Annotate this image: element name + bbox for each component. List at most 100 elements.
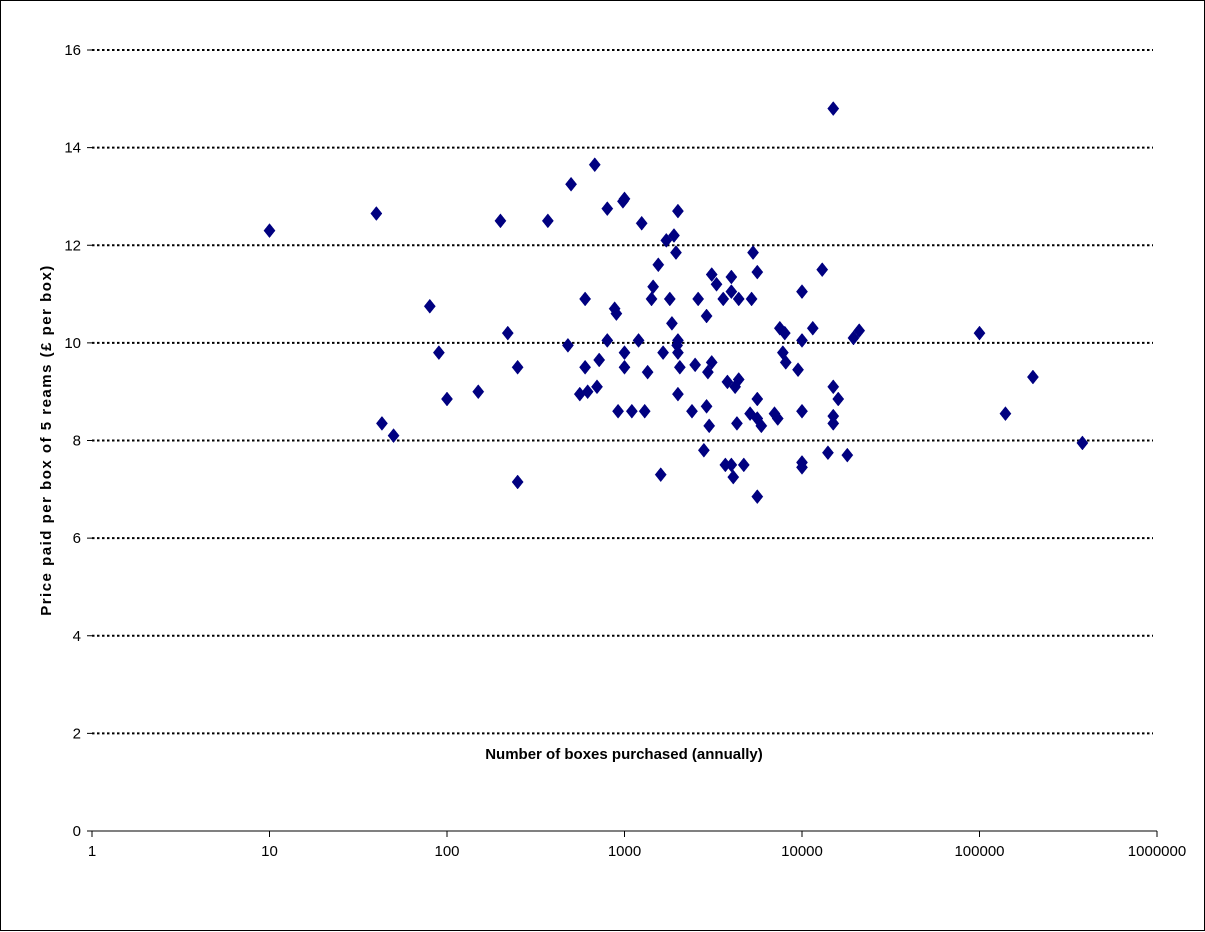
data-point <box>657 345 670 361</box>
data-point <box>625 403 638 419</box>
data-point <box>601 201 614 217</box>
data-point <box>731 416 743 431</box>
data-point <box>692 291 705 307</box>
data-point <box>387 428 400 444</box>
data-point <box>641 364 654 380</box>
data-point <box>673 359 686 375</box>
data-point <box>689 357 702 373</box>
data-point <box>376 416 388 431</box>
y-tick-label: 16 <box>64 42 81 59</box>
data-point <box>654 467 667 483</box>
data-point <box>847 330 860 346</box>
x-tick-label: 1000000 <box>1128 843 1186 860</box>
data-point <box>370 206 383 221</box>
data-point <box>703 418 716 434</box>
data-point <box>725 269 738 285</box>
y-tick-label: 12 <box>64 237 81 254</box>
data-point <box>732 372 745 387</box>
data-point <box>751 489 764 505</box>
data-point <box>441 391 453 407</box>
data-point <box>612 403 624 419</box>
data-point <box>645 291 658 307</box>
data-point <box>668 228 680 243</box>
y-tick-label: 6 <box>73 530 81 547</box>
data-point <box>1076 435 1089 451</box>
data-point <box>778 325 791 341</box>
data-point <box>562 337 574 353</box>
data-point <box>591 379 603 395</box>
data-point <box>579 291 592 307</box>
data-point <box>822 445 834 461</box>
data-point <box>672 203 684 219</box>
data-point <box>601 333 614 348</box>
data-point <box>717 291 730 307</box>
data-point <box>744 406 757 422</box>
data-point <box>663 291 676 307</box>
data-point <box>827 379 840 395</box>
data-point <box>751 264 764 280</box>
gridlines <box>92 49 1153 735</box>
y-tick-label: 10 <box>64 335 81 352</box>
data-point <box>647 279 660 295</box>
data-point <box>652 257 665 273</box>
data-point <box>725 284 738 300</box>
data-point <box>853 323 866 339</box>
data-point <box>973 325 986 341</box>
data-point <box>727 469 740 485</box>
data-point <box>827 101 840 116</box>
data-point <box>705 354 718 370</box>
axes <box>87 49 1158 837</box>
data-points <box>263 101 1089 505</box>
data-point <box>511 359 524 375</box>
data-point <box>579 359 592 375</box>
data-point <box>618 191 631 207</box>
x-tick-label: 100000 <box>954 843 1004 860</box>
x-tick-label: 1 <box>88 843 96 860</box>
data-point <box>745 291 758 307</box>
data-point <box>841 447 854 463</box>
data-point <box>721 374 734 390</box>
y-tick-label: 8 <box>73 433 81 450</box>
y-tick-label: 4 <box>73 628 81 645</box>
data-point <box>432 345 445 361</box>
x-tick-label: 10000 <box>781 843 823 860</box>
data-point <box>610 306 623 321</box>
data-point <box>565 176 577 192</box>
data-point <box>581 384 594 400</box>
data-point <box>423 298 436 314</box>
data-point <box>618 345 631 361</box>
x-tick-label: 1000 <box>608 843 641 860</box>
data-point <box>796 459 808 475</box>
data-point <box>816 262 829 278</box>
data-point <box>827 416 840 431</box>
data-point <box>672 345 684 361</box>
x-tick-label: 100 <box>434 843 459 860</box>
data-point <box>725 457 738 473</box>
data-point <box>806 320 819 336</box>
data-point <box>700 308 713 324</box>
data-point <box>686 403 698 419</box>
data-point <box>796 333 808 348</box>
data-point <box>632 333 645 348</box>
data-point <box>796 284 808 300</box>
data-point <box>710 276 723 292</box>
data-point <box>779 354 792 370</box>
data-point <box>670 245 682 260</box>
data-point <box>263 223 276 239</box>
data-point <box>792 362 804 378</box>
data-point <box>660 232 673 248</box>
data-point <box>588 157 601 173</box>
y-tick-label: 0 <box>73 823 81 840</box>
x-axis-title: Number of boxes purchased (annually) <box>485 746 763 763</box>
x-tick-label: 10 <box>261 843 278 860</box>
data-point <box>593 352 606 368</box>
data-point <box>771 411 784 426</box>
data-point <box>541 213 554 229</box>
data-point <box>773 320 786 336</box>
data-point <box>666 315 678 331</box>
data-point <box>747 245 759 260</box>
data-point <box>751 391 764 407</box>
y-tick-label: 2 <box>73 725 81 742</box>
